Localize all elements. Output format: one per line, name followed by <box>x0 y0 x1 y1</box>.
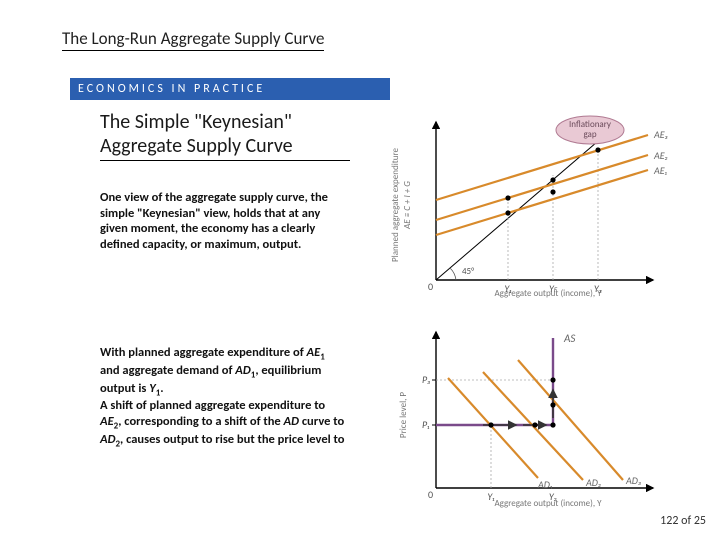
p2-d: . <box>160 381 163 396</box>
p2-f: , corresponding to a shift of the <box>118 414 283 429</box>
page-title: The Long-Run Aggregate Supply Curve <box>62 28 324 51</box>
sub-title: The Simple "Keynesian" Aggregate Supply … <box>100 110 350 161</box>
sym-ae1: AE <box>307 345 321 360</box>
svg-text:Planned aggregate expenditure: Planned aggregate expenditure <box>390 147 401 262</box>
svg-text:gap: gap <box>583 129 596 140</box>
chart-adas-svg: Price level, P Aggregate output (income)… <box>388 320 673 510</box>
p2-b: and aggregate demand of <box>100 363 235 378</box>
svg-text:AS: AS <box>563 332 575 345</box>
svg-text:YF: YF <box>549 282 558 295</box>
svg-text:AE₁: AE₁ <box>653 164 668 177</box>
chart-ae: Planned aggregate expenditure AE ≡ C + I… <box>388 110 673 300</box>
sym-ae2: AE <box>100 414 114 429</box>
chart-ad-as: Price level, P Aggregate output (income)… <box>388 320 673 510</box>
svg-text:AE₃: AE₃ <box>653 128 668 141</box>
svg-text:45°: 45° <box>462 266 474 277</box>
paragraph-2: With planned aggregate expenditure of AE… <box>100 345 345 449</box>
paragraph-1: One view of the aggregate supply curve, … <box>100 190 345 253</box>
svg-text:AE ≡ C + I + G: AE ≡ C + I + G <box>402 181 413 230</box>
p2-h: , causes output to rise but the price le… <box>120 432 344 447</box>
svg-text:AD₃: AD₃ <box>625 474 641 487</box>
page-counter: 122 of 25 <box>660 514 706 528</box>
svg-text:0: 0 <box>428 488 433 501</box>
svg-text:AE₂: AE₂ <box>653 149 668 162</box>
svg-text:AD₁: AD₁ <box>537 478 553 491</box>
svg-text:Price level, P: Price level, P <box>398 392 409 438</box>
practice-banner: ECONOMICS IN PRACTICE <box>70 78 390 100</box>
svg-text:Y₁: Y₁ <box>504 282 512 295</box>
svg-text:AD₂: AD₂ <box>585 476 601 489</box>
svg-text:0: 0 <box>428 280 433 293</box>
sym-ad: AD <box>284 414 299 429</box>
svg-text:Y₃: Y₃ <box>594 282 602 295</box>
svg-text:Y₂: Y₂ <box>549 490 557 503</box>
svg-text:P₃: P₃ <box>422 373 431 386</box>
chart-ae-svg: Planned aggregate expenditure AE ≡ C + I… <box>388 110 673 300</box>
svg-text:P₁: P₁ <box>422 418 430 431</box>
p2-e: A shift of planned aggregate expenditure… <box>100 398 325 413</box>
sym-ad1: AD <box>235 363 250 378</box>
svg-text:Y₁: Y₁ <box>487 490 495 503</box>
sym-ad2: AD <box>100 432 115 447</box>
p2-a: With planned aggregate expenditure of <box>100 345 307 360</box>
p2-g: curve to <box>299 414 344 429</box>
sym-ae1-sub: 1 <box>320 352 325 363</box>
